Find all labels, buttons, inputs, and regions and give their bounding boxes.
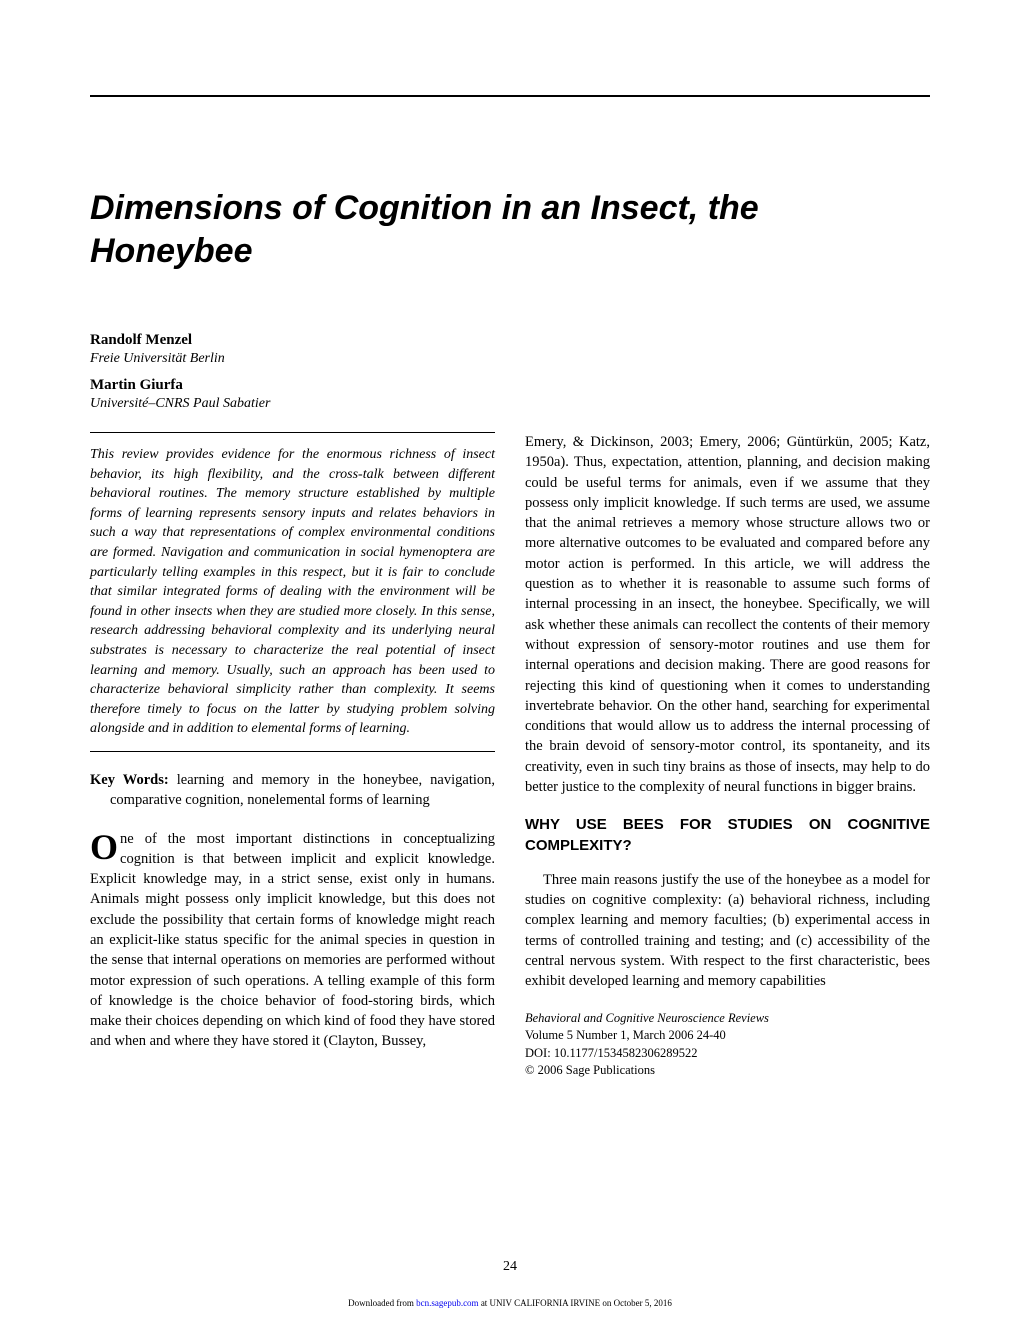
doi-info: DOI: 10.1177/1534582306289522 (525, 1045, 930, 1063)
keywords-label: Key Words: (90, 772, 169, 788)
section-heading: WHY USE BEES FOR STUDIES ON COGNITIVE CO… (525, 815, 930, 856)
author-name: Martin Giurfa (90, 377, 930, 394)
left-column: This review provides evidence for the en… (90, 432, 495, 1080)
footer-prefix: Downloaded from (348, 1298, 416, 1308)
author-affiliation: Université–CNRS Paul Sabatier (90, 396, 930, 412)
footer-link[interactable]: bcn.sagepub.com (416, 1298, 478, 1308)
body-text-right-2: Three main reasons justify the use of th… (525, 872, 930, 989)
top-rule (90, 95, 930, 97)
publication-info: Behavioral and Cognitive Neuroscience Re… (525, 1010, 930, 1080)
right-column: Emery, & Dickinson, 2003; Emery, 2006; G… (525, 432, 930, 1080)
journal-name: Behavioral and Cognitive Neuroscience Re… (525, 1010, 930, 1028)
volume-info: Volume 5 Number 1, March 2006 24-40 (525, 1027, 930, 1045)
footer-suffix: at UNIV CALIFORNIA IRVINE on October 5, … (479, 1298, 672, 1308)
body-paragraph: Three main reasons justify the use of th… (525, 870, 930, 992)
author-affiliation: Freie Universität Berlin (90, 351, 930, 367)
abstract-rule-top (90, 432, 495, 433)
abstract-text: This review provides evidence for the en… (90, 445, 495, 739)
authors-block: Randolf Menzel Freie Universität Berlin … (90, 332, 930, 412)
download-footer: Downloaded from bcn.sagepub.com at UNIV … (0, 1298, 1020, 1308)
author-name: Randolf Menzel (90, 332, 930, 349)
body-paragraph: One of the most important distinctions i… (90, 829, 495, 1052)
body-text-left: ne of the most important distinctions in… (90, 831, 495, 1050)
dropcap: O (90, 833, 118, 862)
copyright-info: © 2006 Sage Publications (525, 1062, 930, 1080)
page-number: 24 (0, 1259, 1020, 1275)
article-title: Dimensions of Cognition in an Insect, th… (90, 187, 930, 272)
keywords-text: learning and memory in the honeybee, nav… (110, 772, 495, 808)
two-column-layout: This review provides evidence for the en… (90, 432, 930, 1080)
body-paragraph: Emery, & Dickinson, 2003; Emery, 2006; G… (525, 432, 930, 797)
keywords-block: Key Words: learning and memory in the ho… (90, 770, 495, 811)
abstract-rule-bottom (90, 751, 495, 752)
